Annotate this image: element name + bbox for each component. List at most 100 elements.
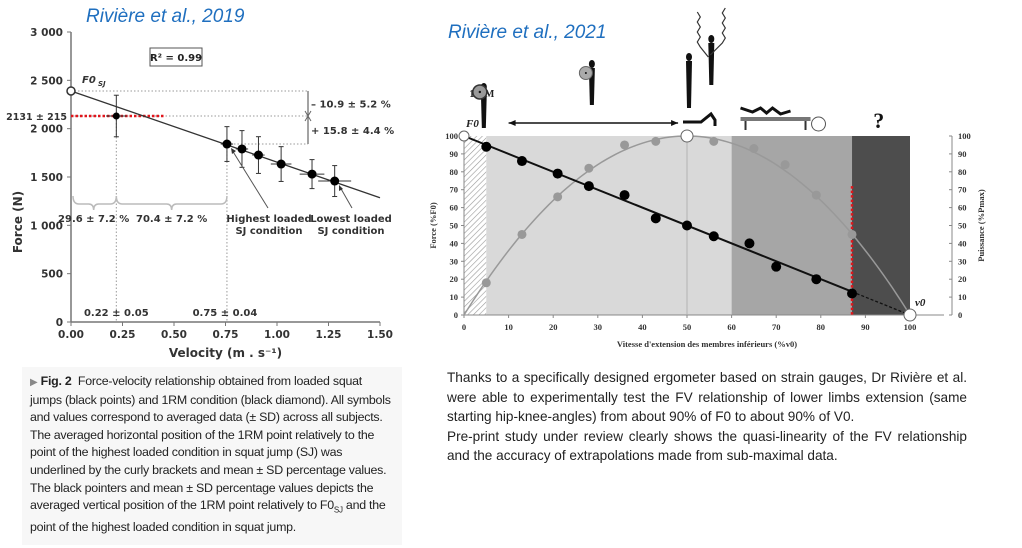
y-tick-label-right: 30: [958, 256, 967, 266]
x-axis-label: Vitesse d'extension des membres inférieu…: [617, 339, 797, 349]
arrow-lowest: [339, 186, 353, 209]
pmax-point: [680, 129, 694, 143]
power-point: [553, 192, 563, 202]
athlete-assisted-icon-head: [708, 35, 715, 43]
y-tick-label-left: 20: [450, 274, 459, 284]
power-point: [620, 140, 630, 150]
x-tick-label: 90: [861, 322, 870, 332]
y-axis-label: Force (N): [11, 191, 25, 253]
left-chart-title: Rivière et al., 2019: [86, 6, 245, 27]
y-tick-label: 500: [41, 269, 63, 281]
y-tick-label-right: 50: [958, 221, 967, 231]
f0-point: [66, 86, 76, 96]
ergometer-rail-icon: [740, 117, 811, 121]
figure-caption: ▶ Fig. 2 Force-velocity relationship obt…: [22, 367, 402, 545]
arrow-highest-head-icon: [231, 148, 236, 154]
x-tick-label: 30: [594, 322, 603, 332]
ergometer-wheel-icon: [811, 116, 827, 132]
x-tick-label: 1.25: [316, 329, 342, 341]
y-tick-label-right: 20: [958, 274, 967, 284]
y-tick-label-right: 0: [958, 310, 962, 320]
zone-mid: [731, 136, 853, 315]
athlete-assisted-icon: [708, 35, 715, 85]
force-point: [708, 231, 719, 242]
x-tick-label: 1.50: [367, 329, 393, 341]
force-point: [552, 168, 563, 179]
y-tick-label-right: 70: [958, 185, 967, 195]
point-sj: [330, 176, 340, 186]
caption-figlabel: Fig. 2: [40, 374, 72, 388]
y-tick-label-left: 80: [450, 167, 459, 177]
y-tick-label: 2 000: [30, 124, 63, 136]
zone-dark: [852, 136, 910, 315]
y-tick-label-left: 50: [450, 221, 459, 231]
x-tick-label: 0.75: [213, 329, 239, 341]
athlete-assisted-icon-body: [708, 43, 715, 85]
description-paragraph-1: Thanks to a specifically designed ergome…: [447, 370, 967, 424]
force-point: [744, 238, 755, 249]
v0-label: v0: [915, 297, 926, 309]
y-tick-label: 3 000: [30, 27, 63, 39]
pct-upper: – 10.9 ± 5.2 %: [311, 99, 391, 110]
description: Thanks to a specifically designed ergome…: [447, 368, 967, 466]
y-tick-label-left: 10: [450, 292, 459, 302]
annot-highest-1: Highest loaded: [226, 214, 311, 225]
vel-1rm-label: 0.22 ± 0.05: [84, 308, 149, 319]
r2-label: R² = 0.99: [150, 53, 202, 64]
zone-hatched: [464, 136, 487, 315]
y-tick-label: 1 000: [30, 220, 63, 232]
power-point: [780, 160, 790, 170]
red-value-label: 2131 ± 215: [6, 112, 67, 123]
y-tick-label-right: 10: [958, 292, 967, 302]
athlete-1rm-icon-body: [480, 91, 487, 128]
x-tick-label: 50: [683, 322, 692, 332]
athlete-unloaded-icon-head: [686, 53, 692, 61]
x-axis-label: Velocity (m . s⁻¹): [169, 346, 282, 360]
power-point: [517, 229, 527, 239]
y-tick-label-left: 60: [450, 203, 459, 213]
bracket-right-label: 70.4 ± 7.2 %: [136, 214, 207, 225]
annot-highest-2: SJ condition: [235, 226, 302, 237]
power-point: [709, 136, 719, 146]
force-point: [583, 181, 594, 192]
x-tick-label: 10: [504, 322, 512, 332]
f0-label: F0: [465, 118, 479, 130]
y-tick-label: 0: [56, 317, 63, 329]
caption-sub: SJ: [333, 505, 343, 515]
x-tick-label: 20: [549, 322, 558, 332]
x-tick-label: 40: [638, 322, 647, 332]
description-paragraph-2: Pre-print study under review clearly sho…: [447, 428, 967, 464]
x-tick-label: 0.50: [161, 329, 187, 341]
y-tick-label-left: 90: [450, 149, 459, 159]
f0-label: F0: [82, 75, 96, 86]
y-tick-label-left: 0: [454, 310, 458, 320]
x-tick-label: 1.00: [264, 329, 290, 341]
point-sj: [222, 139, 232, 149]
arrow-highest: [231, 149, 269, 209]
x-tick-label: 0.00: [58, 329, 84, 341]
y-tick-label: 2 500: [30, 75, 63, 87]
point-1rm: [112, 112, 120, 120]
x-tick-label: 70: [772, 322, 781, 332]
y-tick-label-right: 100: [958, 131, 971, 141]
athlete-ergometer-icon: [740, 106, 791, 116]
curly-bracket-right: [115, 195, 228, 211]
annot-lowest-1: Lowest loaded: [310, 214, 392, 225]
barbell-center: [584, 72, 587, 74]
left-chart: 0 500 1 000 1 500 2 000 2 500 3 000 0.00 0.25 0.5…: [6, 27, 394, 360]
annot-lowest-2: SJ condition: [317, 226, 384, 237]
x-tick-label: 0: [462, 322, 466, 332]
athlete-loaded-icon: [588, 60, 595, 105]
power-point: [651, 136, 661, 146]
force-point: [481, 141, 492, 152]
r2-box: [149, 47, 203, 67]
power-point: [847, 229, 857, 239]
pointer-arrows-icon: [304, 110, 312, 122]
power-point: [749, 144, 759, 154]
y-tick-label: 1 500: [30, 172, 63, 184]
elastic-band-right-icon: [709, 7, 726, 56]
x-tick-label: 100: [904, 322, 917, 332]
right-chart-title: Rivière et al., 2021: [448, 22, 607, 43]
force-point: [771, 261, 782, 272]
